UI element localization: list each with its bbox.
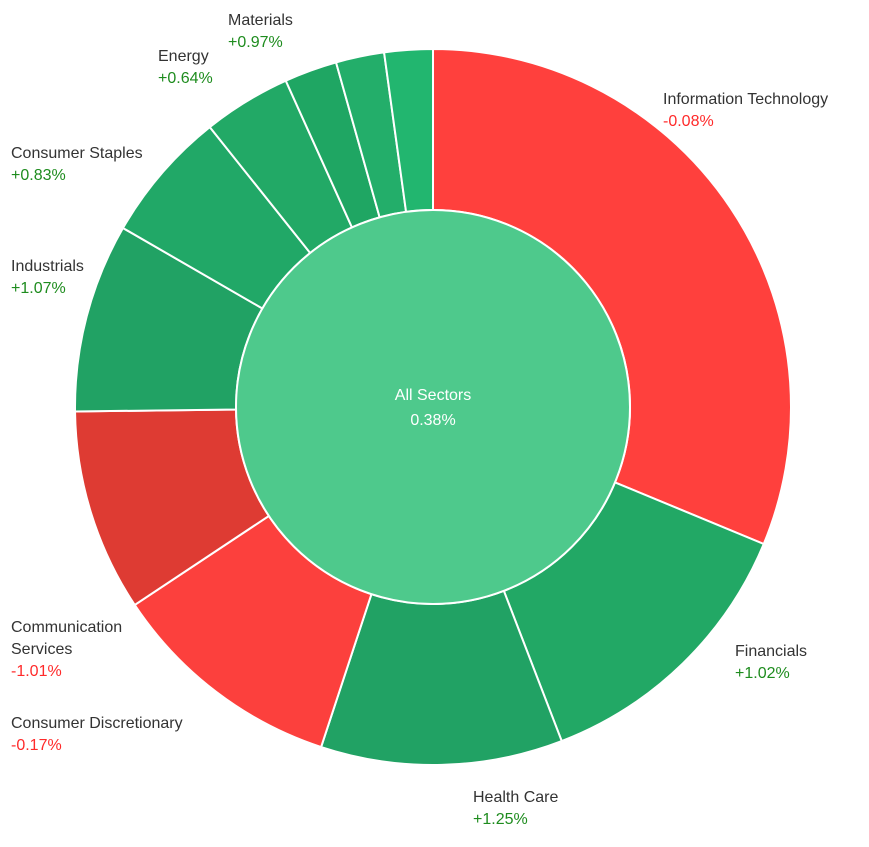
label-change-consumer-discretionary: -0.17% <box>11 737 62 754</box>
label-change-information-technology: -0.08% <box>663 113 714 130</box>
label-name-consumer-discretionary: Consumer Discretionary <box>11 715 183 732</box>
label-name-health-care: Health Care <box>473 789 558 806</box>
slices-group <box>74 47 793 766</box>
label-change-consumer-staples: +0.83% <box>11 167 66 184</box>
label-change-materials: +0.97% <box>228 34 283 51</box>
label-name-energy: Energy <box>158 48 209 65</box>
label-name-materials: Materials <box>228 12 293 29</box>
label-change-industrials: +1.07% <box>11 280 66 297</box>
label-name-communication-services-1: Services <box>11 641 72 658</box>
labels-group: Information Technology -0.08% Financials +1… <box>11 12 828 828</box>
label-name-information-technology: Information Technology <box>663 91 828 108</box>
label-change-energy: +0.64% <box>158 70 213 87</box>
label-name-consumer-staples: Consumer Staples <box>11 145 143 162</box>
label-change-communication-services: -1.01% <box>11 663 62 680</box>
label-change-health-care: +1.25% <box>473 811 528 828</box>
center-label: All Sectors <box>395 387 471 404</box>
label-name-industrials: Industrials <box>11 258 84 275</box>
label-name-communication-services: Communication <box>11 619 122 636</box>
center-value: 0.38% <box>410 412 455 429</box>
label-change-financials: +1.02% <box>735 665 790 682</box>
center-disc[interactable] <box>235 209 631 605</box>
label-name-financials: Financials <box>735 643 807 660</box>
